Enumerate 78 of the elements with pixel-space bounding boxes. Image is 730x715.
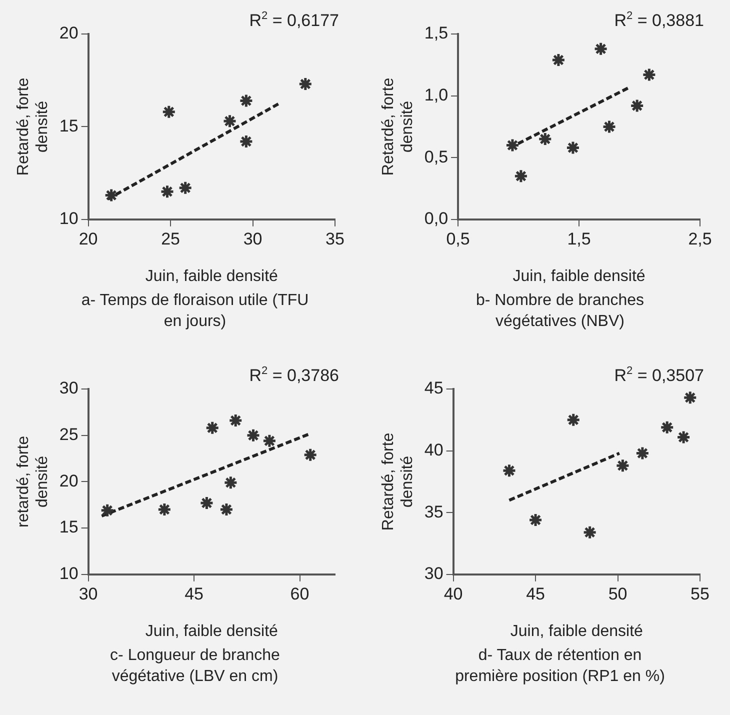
text: c- Longueur de branche végétative (LBV en cm) [109,646,281,687]
point [223,475,238,490]
point [222,114,237,128]
point [502,463,516,478]
point [246,428,260,443]
x-tick-label: 40 [444,584,463,604]
y-tick-label: 0,0 [424,209,448,228]
x-tick-label: 30 [243,229,262,248]
point [635,446,650,461]
y-tick-label: 20 [59,471,78,490]
y-tick-label: 30 [59,378,78,398]
point [104,188,119,203]
x-tick-label: 55 [690,584,710,604]
y-tick-label: 35 [424,502,444,522]
x-tick-label: 45 [184,584,204,604]
text: a- Temps de floraison utile (TFU en jours) [80,291,310,332]
point [100,503,115,518]
y-tick-label: 45 [424,378,444,398]
x-axis-title: Juin, faible densité [512,268,646,285]
text: d- Taux de rétention en première position (RP1 en %) [454,646,666,687]
point [528,512,543,528]
point [642,68,656,82]
point [602,119,617,134]
y-tick-label: 1,0 [424,85,448,104]
point [298,76,313,92]
x-tick-label: 20 [78,229,98,248]
point [162,104,176,120]
point [615,458,630,473]
y-tick-label: 20 [59,24,78,43]
point [630,98,644,113]
point [205,420,220,436]
x-tick-label: 45 [526,584,545,604]
y-axis-title: retardé, forte densité [15,436,52,528]
point [594,42,608,56]
y-axis-title: Retardé, forte densité [15,78,52,176]
point [566,140,580,155]
x-tick-label: 25 [161,229,180,248]
point [682,390,698,405]
y-tick-label: 15 [59,116,78,136]
point [538,132,552,146]
y-axis-title: Retardé, forte densité [380,432,416,531]
point [178,180,193,196]
point [505,138,520,152]
y-tick-label: 40 [424,440,444,460]
point [582,525,598,540]
point [303,448,318,462]
x-tick-label: 50 [608,584,628,604]
point [160,184,174,199]
point [238,134,254,149]
x-tick-label: 1,5 [567,229,591,248]
point [566,412,581,428]
x-tick-label: 2,5 [688,229,712,248]
y-tick-label: 1,5 [424,24,448,43]
y-tick-label: 15 [59,518,78,537]
y-tick-label: 0,5 [424,147,448,166]
x-axis-title: Juin, faible densité [510,622,644,640]
point [551,52,566,68]
text: b- Nombre de branches végétatives (NBV) [474,291,646,332]
point [514,168,528,184]
point [660,420,674,435]
y-axis-title: Retardé, forte densité [380,78,416,176]
x-tick-label: 35 [326,229,344,248]
y-tick-label: 30 [424,564,444,584]
x-tick-label: 30 [78,584,98,604]
point [219,502,234,517]
y-tick-label: 25 [59,425,78,444]
y-tick-label: 10 [59,209,78,228]
point [238,93,254,108]
y-tick-label: 10 [59,564,78,584]
point [676,430,691,444]
point [199,496,214,510]
point [228,413,243,428]
x-axis-title: Juin, faible densité [145,268,278,285]
x-tick-label: 0,5 [446,229,470,248]
point [157,502,172,517]
point [262,434,277,448]
x-tick-label: 60 [290,584,310,604]
x-axis-title: Juin, faible densité [145,622,278,640]
